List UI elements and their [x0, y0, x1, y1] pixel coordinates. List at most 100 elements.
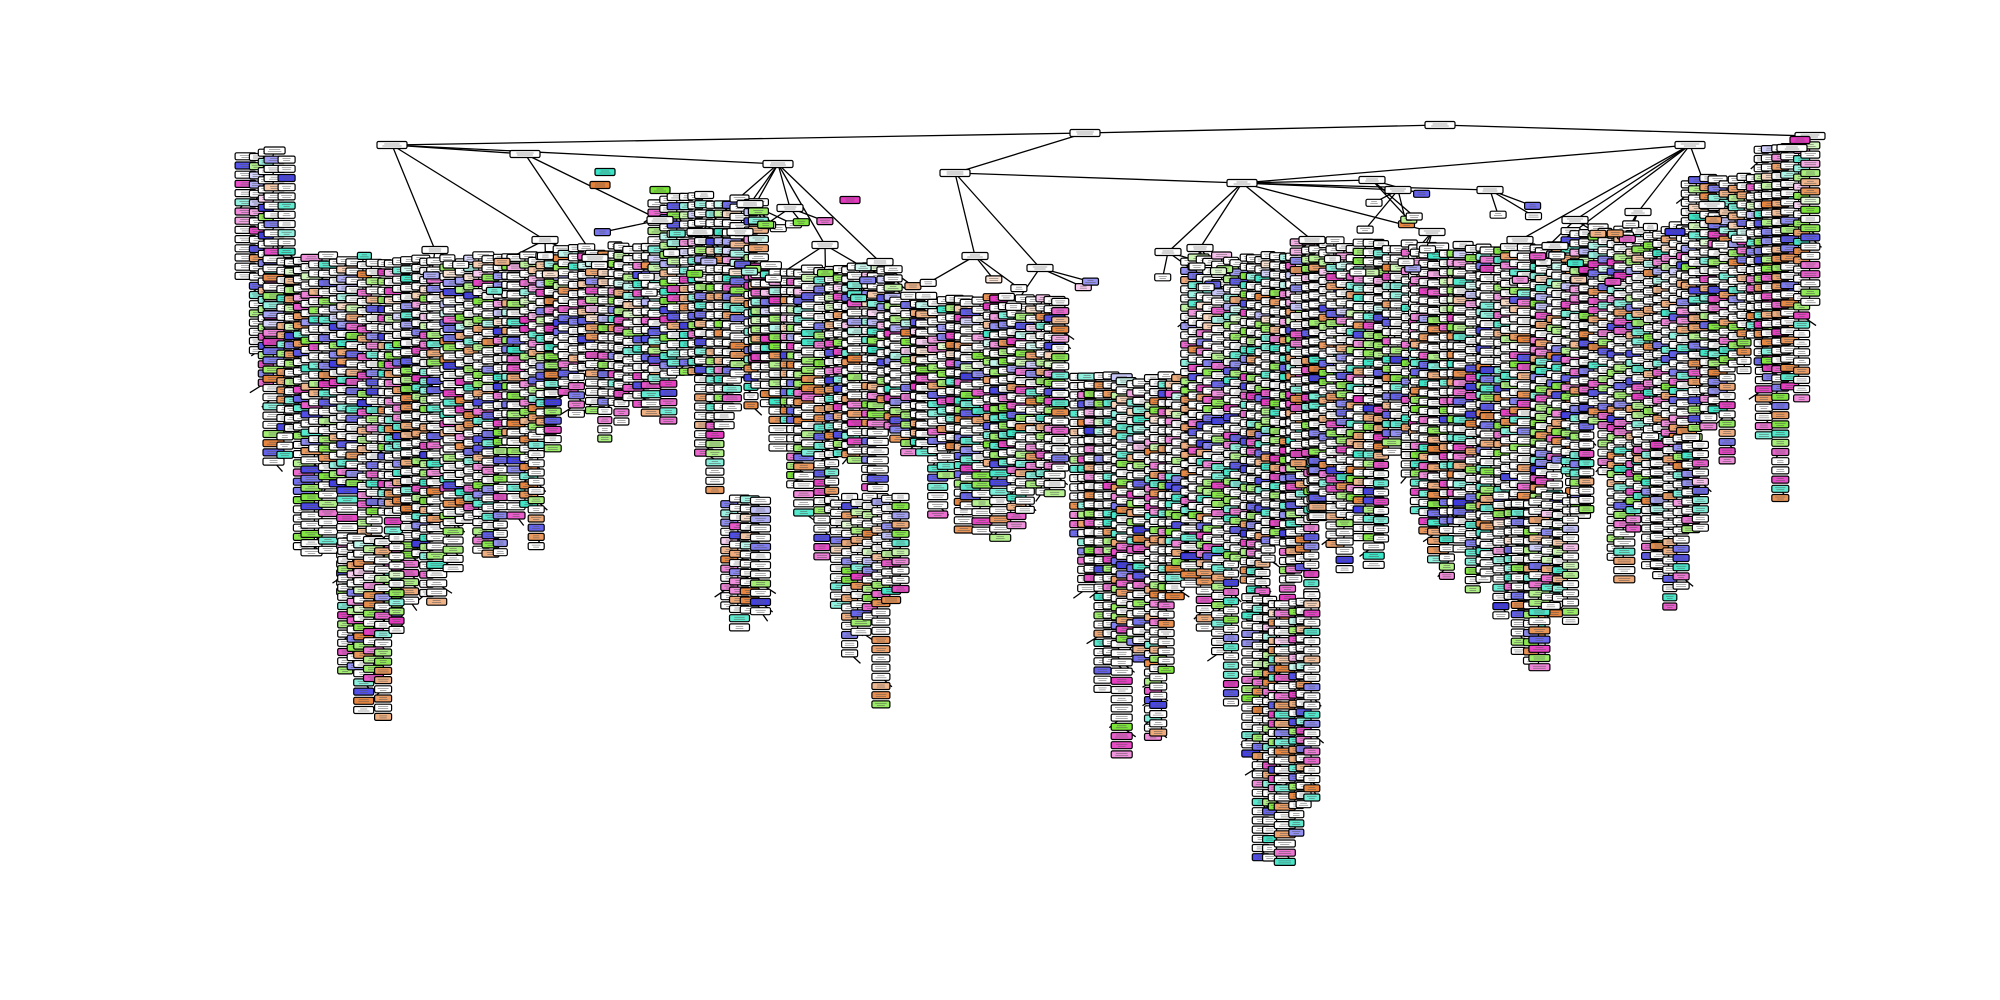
tree-node: [1110, 741, 1133, 750]
tree-edge: [1167, 182, 1243, 253]
tree-node: [1157, 610, 1175, 619]
tree-node: [1149, 728, 1168, 737]
tree-node: [747, 253, 770, 262]
tree-node: [1195, 614, 1214, 623]
tree-node: [936, 461, 956, 470]
tree-node: [1051, 445, 1070, 454]
tree-node: [492, 502, 508, 511]
tree-node: [749, 533, 772, 542]
tree-node: [567, 400, 586, 409]
tree-node: [1051, 399, 1070, 408]
tree-node: [705, 467, 725, 476]
tree-node: [492, 465, 508, 474]
tree-node: [492, 548, 508, 557]
tree-node: [317, 490, 339, 499]
tree-edge: [391, 144, 436, 251]
tree-node: [317, 527, 339, 536]
tree-node: [1222, 569, 1240, 578]
tree-node: [527, 541, 545, 551]
tree-node: [971, 498, 993, 508]
tree-node: [1093, 675, 1112, 684]
tree-node: [1110, 667, 1133, 676]
tree-node: [747, 234, 770, 244]
tree-node: [1051, 426, 1070, 435]
tree-node: [276, 450, 294, 459]
tree-node: [713, 411, 735, 421]
tree-node: [793, 480, 815, 489]
tree-node: [442, 545, 464, 554]
tree-node: [871, 617, 891, 626]
tree-node: [383, 526, 403, 535]
tree-node: [567, 409, 586, 418]
tree-node: [1303, 579, 1320, 588]
tree-node: [492, 538, 508, 548]
tree-node: [971, 508, 993, 517]
tree-node: [1051, 408, 1070, 417]
tree-node: [793, 471, 815, 480]
tree-node: [953, 516, 974, 525]
tree-node: [1110, 676, 1133, 685]
tree-node: [823, 486, 840, 495]
tree-node: [317, 536, 339, 545]
tree-node: [1157, 656, 1175, 665]
tree-node: [1222, 698, 1240, 707]
tree-node: [1149, 719, 1168, 728]
tree-node: [915, 291, 938, 300]
tree-node: [880, 595, 902, 605]
tree-node: [1303, 533, 1320, 542]
tree-node: [1157, 647, 1175, 656]
tree-node: [1110, 722, 1133, 731]
tree-node: [277, 219, 296, 229]
tree-node: [971, 489, 993, 498]
tree-node: [900, 291, 918, 300]
tree-node: [1110, 658, 1133, 667]
tree-node: [866, 483, 889, 492]
tree-node: [749, 496, 772, 505]
tree-node: [1222, 560, 1240, 569]
tree-node: [1110, 685, 1133, 695]
tree-node: [1051, 362, 1070, 371]
tree-edge: [974, 255, 1020, 289]
tree-node: [659, 416, 678, 425]
tree-node: [705, 458, 725, 467]
tree-node: [374, 648, 393, 657]
tree-node: [365, 525, 383, 534]
tree-node: [749, 551, 772, 561]
tree-node: [336, 522, 359, 532]
tree-node: [659, 407, 678, 416]
tree-node: [793, 508, 815, 517]
tree-edge: [1199, 182, 1243, 249]
tree-node: [871, 672, 891, 681]
tree-node: [1285, 574, 1303, 583]
tree-node: [492, 520, 508, 529]
tree-node: [277, 201, 296, 210]
tree-node: [388, 579, 405, 589]
tree-node: [388, 588, 405, 598]
tree-edge: [777, 163, 881, 263]
tree-node: [336, 495, 359, 504]
tree-node: [1149, 673, 1168, 682]
tree-node: [388, 570, 405, 579]
tree-node: [693, 190, 715, 200]
tree-edge: [1241, 182, 1399, 191]
tree-node: [997, 292, 1016, 301]
tree-node: [317, 518, 339, 527]
tree-node: [543, 435, 562, 444]
tree-node: [883, 274, 903, 283]
tree-node: [277, 183, 296, 192]
tree-edge: [1084, 124, 1441, 134]
tree-node: [1222, 615, 1240, 624]
tree-node: [277, 192, 296, 201]
tree-node: [1149, 700, 1168, 710]
tree-node: [1303, 560, 1320, 569]
tree-edge: [954, 172, 976, 257]
tree-node: [492, 483, 508, 492]
tree-node: [276, 441, 294, 450]
tree-node: [353, 705, 375, 715]
tree-node: [277, 229, 296, 238]
tree-node: [1222, 633, 1240, 643]
tree-node: [971, 480, 993, 489]
tree-node: [705, 485, 725, 495]
tree-node: [823, 477, 840, 486]
tree-node: [1110, 649, 1133, 658]
